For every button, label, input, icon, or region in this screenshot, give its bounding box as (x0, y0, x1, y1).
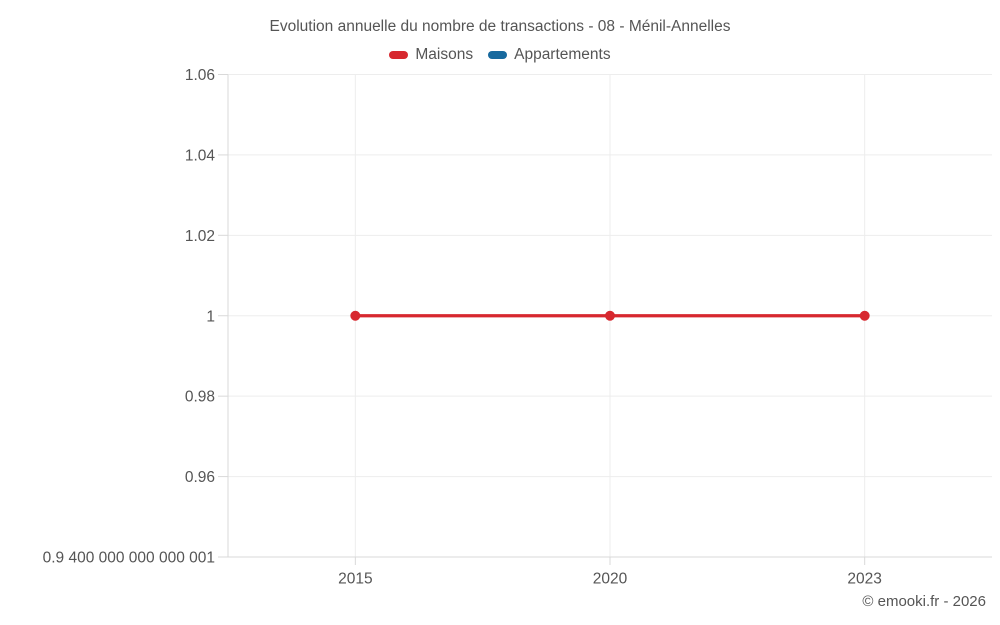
copyright-watermark: © emooki.fr - 2026 (862, 593, 986, 610)
x-axis-tick-label: 2020 (593, 571, 628, 588)
data-point-maisons-2023[interactable] (859, 310, 870, 321)
appartements-series-swatch-icon (488, 51, 508, 59)
y-axis-tick-label: 0.9 400 000 000 000 001 (43, 550, 215, 567)
data-point-maisons-2015[interactable] (350, 310, 361, 321)
legend-label-maisons: Maisons (415, 46, 474, 63)
x-axis-tick-label: 2015 (338, 571, 372, 588)
legend-item-appartements[interactable]: Appartements (488, 45, 611, 65)
data-point-maisons-2020[interactable] (605, 310, 615, 321)
y-axis-tick-label: 1.02 (185, 228, 215, 245)
y-axis-tick-label: 1 (206, 308, 215, 325)
chart-title: Evolution annuelle du nombre de transact… (269, 18, 731, 35)
y-axis-tick-label: 0.96 (185, 469, 215, 486)
y-axis-tick-label: 1.06 (185, 67, 215, 84)
y-axis-tick-label: 1.04 (185, 147, 216, 164)
chart-legend: Maisons Appartements (0, 45, 1000, 65)
maisons-series-swatch-icon (389, 51, 409, 59)
y-axis-tick-label: 0.98 (185, 389, 215, 406)
legend-item-maisons[interactable]: Maisons (389, 45, 473, 65)
legend-label-appartements: Appartements (514, 46, 611, 63)
x-axis-tick-label: 2023 (847, 571, 881, 588)
